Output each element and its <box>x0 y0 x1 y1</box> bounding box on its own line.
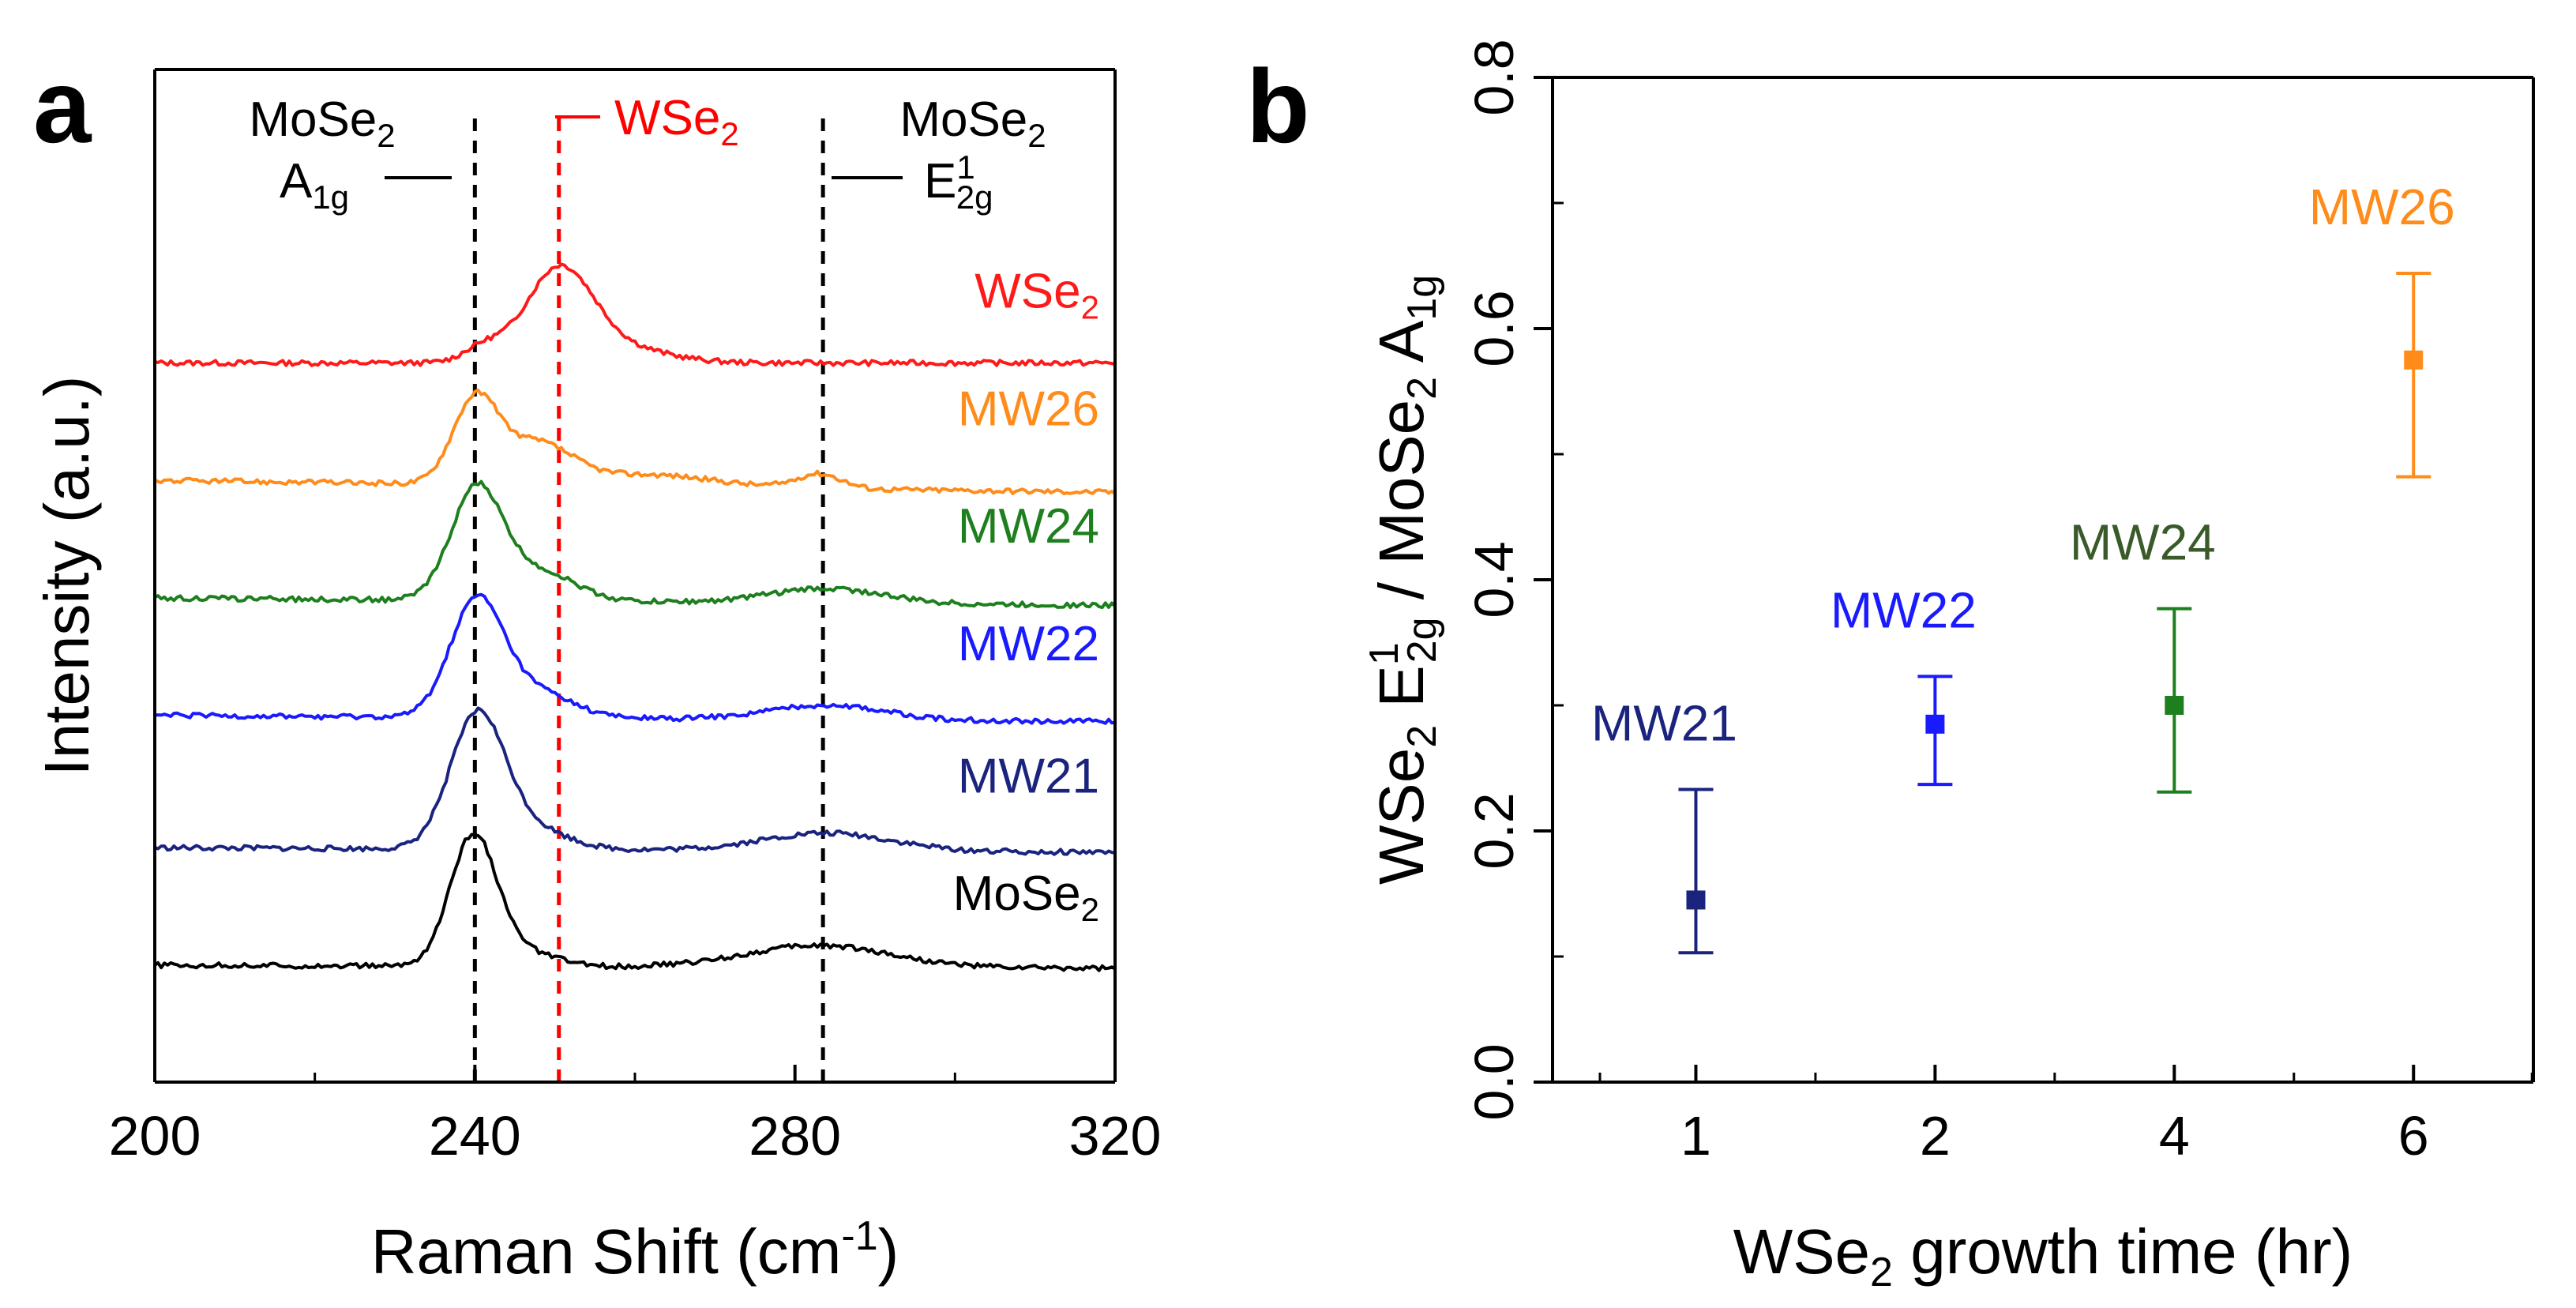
b-x-axis-label: WSe2 growth time (hr) <box>1733 1216 2353 1295</box>
series-label-wse2: WSe2 <box>974 265 1099 326</box>
spectrum-mose2 <box>153 833 1116 972</box>
annotation-e2g-mose2: MoSe2 <box>899 92 1046 154</box>
series-label-mw26: MW26 <box>958 382 1099 436</box>
spectrum-wse2 <box>154 262 1116 367</box>
b-y-tick-label-0.2: 0.2 <box>1463 792 1525 869</box>
b-y-tick-label-0.8: 0.8 <box>1463 39 1525 115</box>
series-label-mose2: MoSe2 <box>953 866 1099 928</box>
y-axis-label: Intensity (a.u.) <box>32 376 102 776</box>
marker-mw22 <box>1925 714 1945 734</box>
panel-b-ratio-chart: 0.0 0.2 0.4 0.6 0.8 1 2 4 6 WSe2 growth time (hr)… <box>1361 39 2535 1295</box>
data-point-mw26: MW26 <box>2309 179 2455 479</box>
x-tick-label-320: 320 <box>1069 1105 1162 1167</box>
annotation-wse2: WSe2 <box>614 91 739 152</box>
annotation-e2g: E1 2g <box>924 148 993 216</box>
annotation-a1g-mose2: MoSe2 <box>249 92 395 154</box>
data-point-mw24: MW24 <box>2070 514 2216 794</box>
b-y-axis-label: WSe2 E12g / MoSe2 A1g <box>1361 275 1445 885</box>
b-x-tick-label-2: 2 <box>1920 1105 1951 1167</box>
marker-mw21 <box>1686 890 1706 910</box>
point-label-mw24: MW24 <box>2070 514 2216 571</box>
panel-label-b: b <box>1246 48 1310 164</box>
b-x-tick-label-1: 1 <box>1680 1105 1711 1167</box>
series-label-mw21: MW21 <box>958 749 1099 803</box>
panel-a-raman-chart: WSe2 MW26 MW24 MW22 MW21 MoSe2 200 240 280 320 Ram… <box>32 68 1162 1287</box>
x-tick-label-240: 240 <box>429 1105 521 1167</box>
marker-mw26 <box>2404 350 2424 370</box>
point-label-mw21: MW21 <box>1591 695 1737 752</box>
spectrum-mw22 <box>154 592 1116 725</box>
x-axis-label: Raman Shift (cm-1) <box>371 1213 899 1287</box>
spectrum-mw26 <box>153 389 1117 495</box>
spectrum-mw21 <box>154 706 1116 856</box>
x-tick-label-200: 200 <box>109 1105 201 1167</box>
b-y-tick-label-0.0: 0.0 <box>1463 1043 1525 1120</box>
b-y-tick-label-0.6: 0.6 <box>1463 290 1525 366</box>
marker-mw24 <box>2165 696 2184 715</box>
b-x-tick-label-4: 4 <box>2159 1105 2190 1167</box>
point-label-mw22: MW22 <box>1831 581 1977 638</box>
data-point-mw21: MW21 <box>1591 695 1737 955</box>
b-y-tick-label-0.4: 0.4 <box>1463 541 1525 618</box>
annotation-a1g: A1g <box>280 154 349 216</box>
series-label-mw24: MW24 <box>958 499 1099 554</box>
panel-label-a: a <box>33 48 92 164</box>
data-point-mw22: MW22 <box>1831 581 1977 787</box>
point-label-mw26: MW26 <box>2309 179 2455 235</box>
x-tick-label-280: 280 <box>749 1105 841 1167</box>
b-x-tick-label-6: 6 <box>2398 1105 2429 1167</box>
series-label-mw22: MW22 <box>958 617 1099 671</box>
spectrum-mw24 <box>154 479 1117 610</box>
